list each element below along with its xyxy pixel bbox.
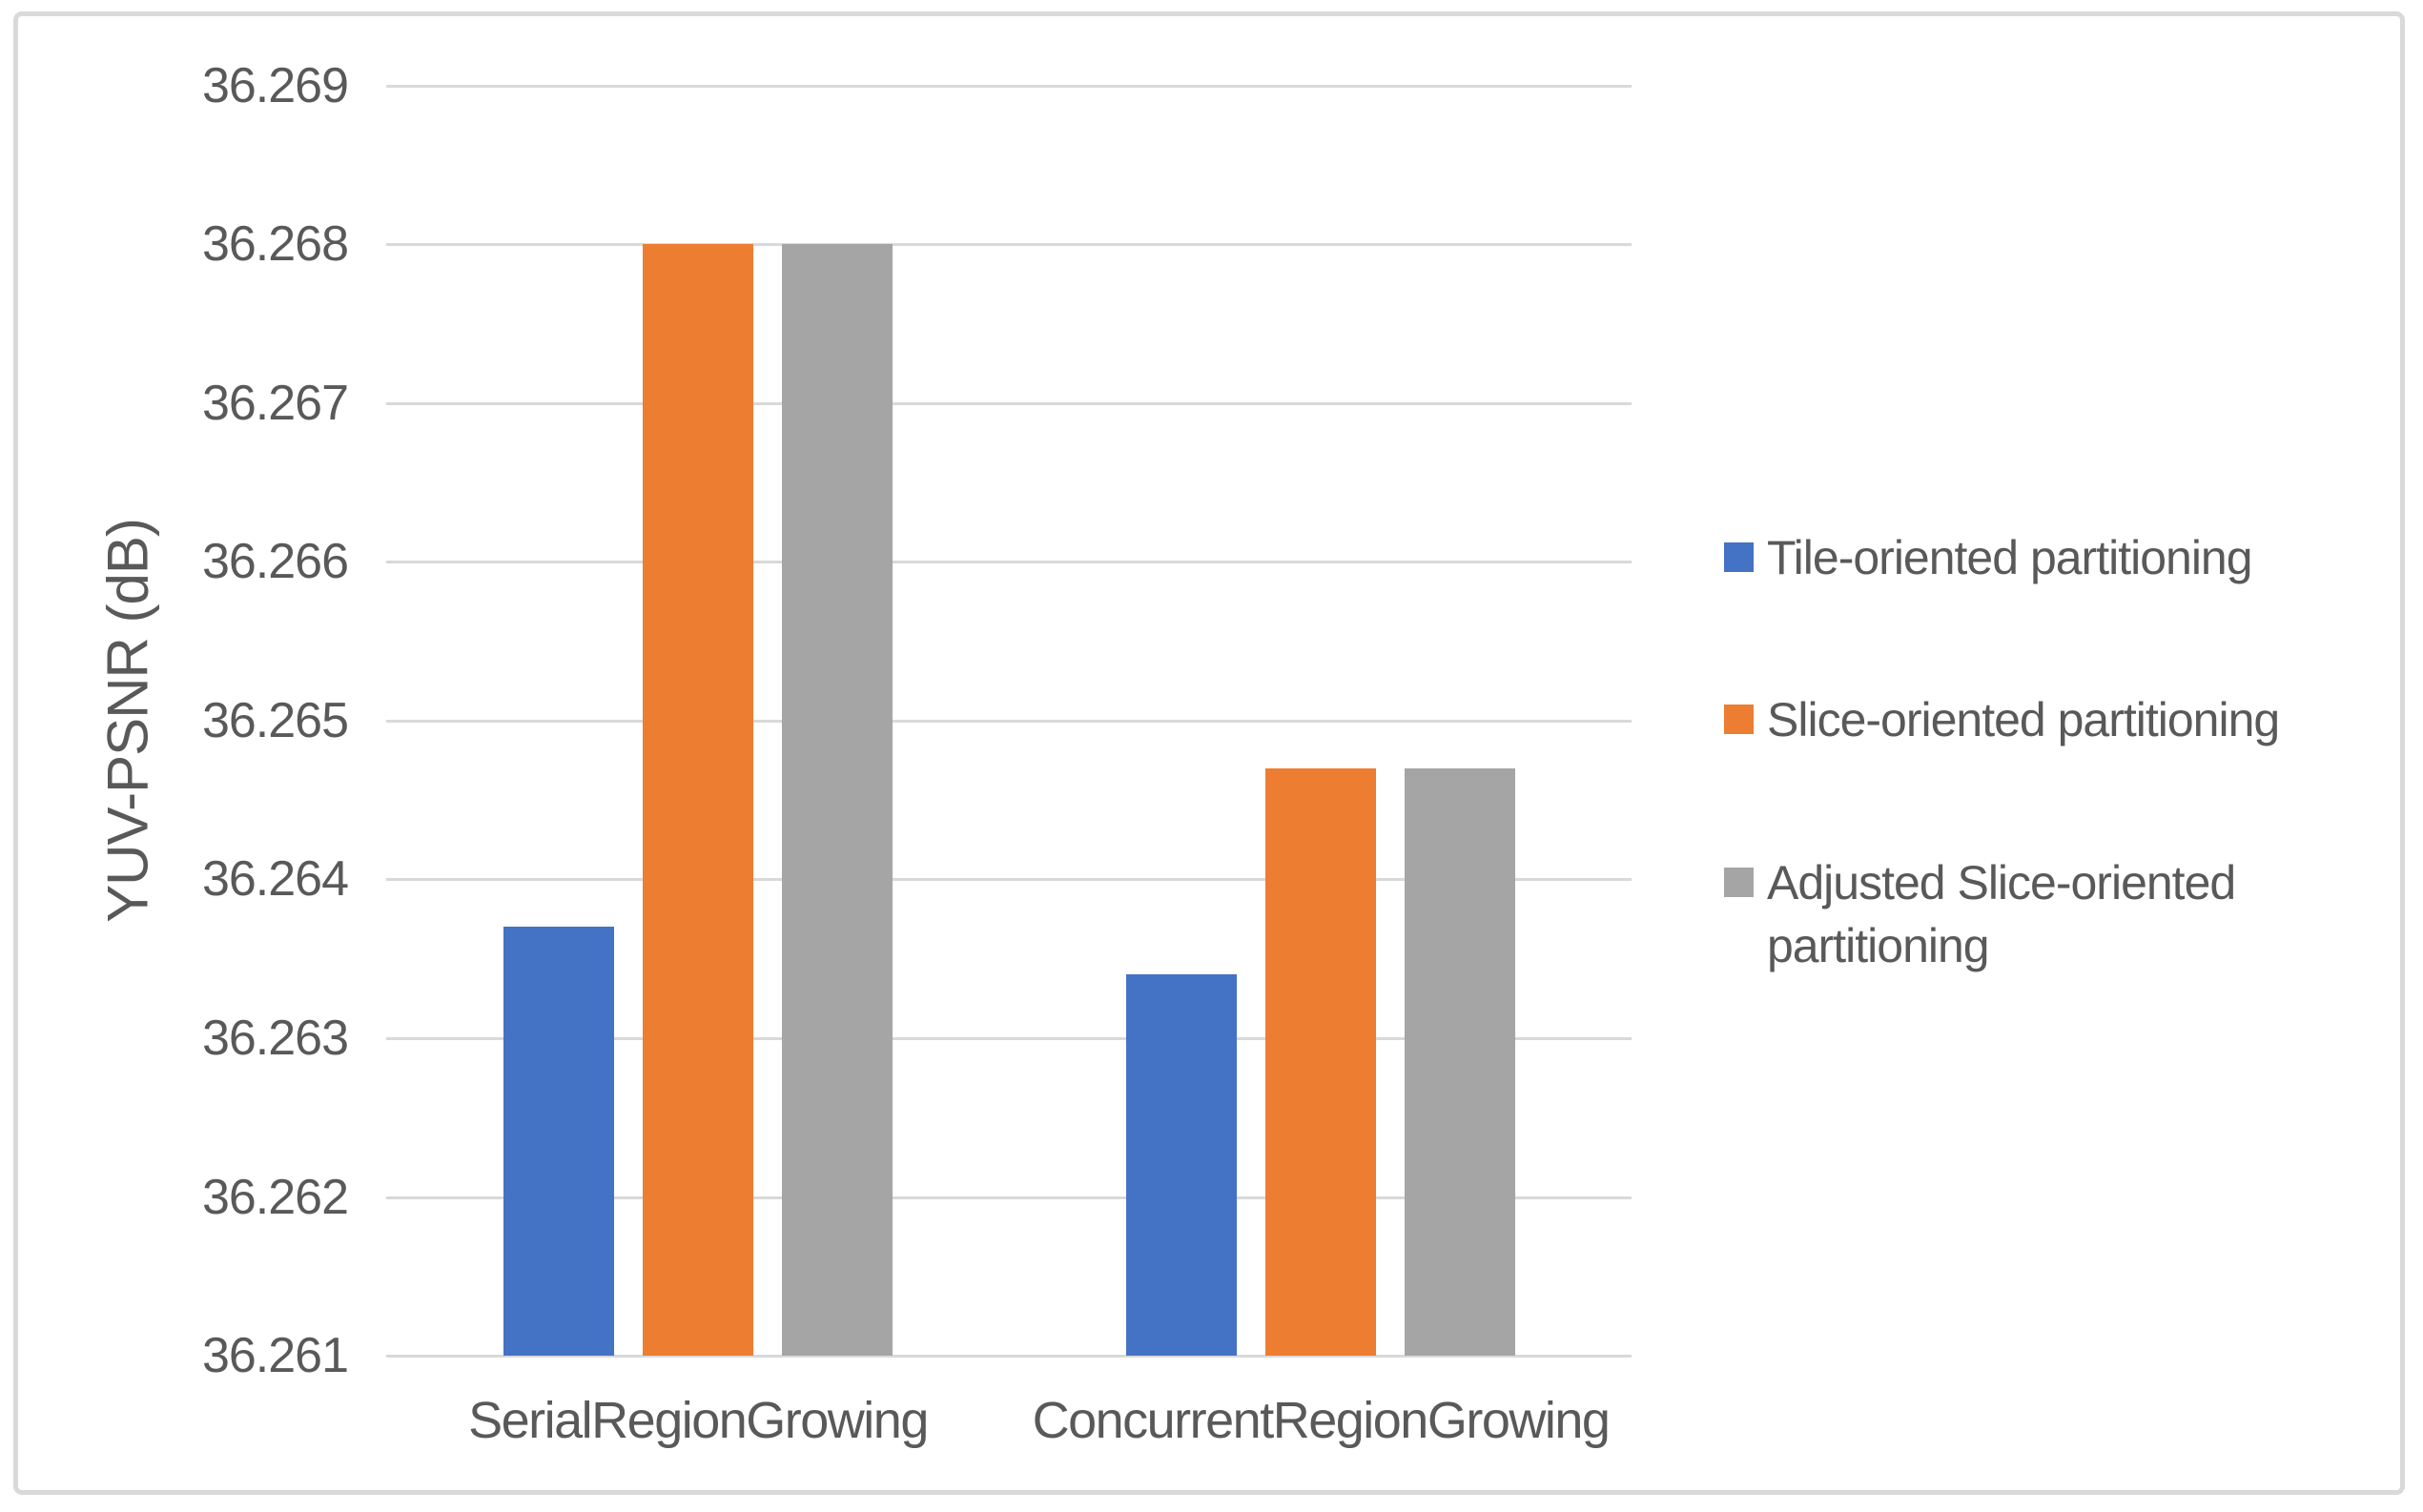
x-category-label: SerialRegionGrowing — [468, 1392, 929, 1449]
y-tick-label: 36.262 — [201, 1170, 349, 1225]
gridline — [386, 402, 1632, 405]
bar-adjusted-slice-SerialRegionGrowing — [782, 244, 893, 1356]
gridline — [386, 85, 1632, 88]
y-tick-label: 36.268 — [201, 216, 349, 272]
gridline — [386, 1355, 1632, 1358]
y-tick-label: 36.267 — [201, 376, 349, 431]
legend-item-label: Tile-oriented partitioning — [1767, 531, 2253, 584]
bar-slice-ConcurrentRegionGrowing — [1265, 768, 1376, 1356]
y-tick-label: 36.264 — [201, 851, 349, 907]
legend-color-swatch-icon — [1724, 868, 1754, 897]
gridline — [386, 561, 1632, 563]
legend-item: Slice-oriented partitioning — [1724, 688, 2280, 751]
legend-item: Adjusted Slice-oriented partitioning — [1724, 851, 2423, 977]
legend-color-swatch-icon — [1724, 705, 1754, 734]
legend-item-label: Adjusted Slice-oriented partitioning — [1767, 856, 2236, 972]
gridline — [386, 1037, 1632, 1040]
gridline — [386, 878, 1632, 881]
gridline — [386, 1196, 1632, 1199]
y-tick-label: 36.266 — [201, 534, 349, 589]
gridline — [386, 243, 1632, 246]
chart-border — [13, 11, 2405, 1495]
bar-slice-SerialRegionGrowing — [643, 244, 753, 1356]
x-category-label: ConcurrentRegionGrowing — [1032, 1392, 1611, 1449]
bar-tile-ConcurrentRegionGrowing — [1126, 974, 1237, 1356]
legend-item-label: Slice-oriented partitioning — [1767, 693, 2280, 746]
y-tick-label: 36.265 — [201, 693, 349, 748]
legend-color-swatch-icon — [1724, 542, 1754, 572]
bar-tile-SerialRegionGrowing — [503, 927, 614, 1356]
legend-item: Tile-oriented partitioning — [1724, 526, 2253, 589]
gridline — [386, 720, 1632, 723]
y-tick-label: 36.263 — [201, 1011, 349, 1066]
bar-adjusted-slice-ConcurrentRegionGrowing — [1405, 768, 1515, 1356]
y-tick-label: 36.261 — [201, 1328, 349, 1383]
y-tick-label: 36.269 — [201, 58, 349, 113]
